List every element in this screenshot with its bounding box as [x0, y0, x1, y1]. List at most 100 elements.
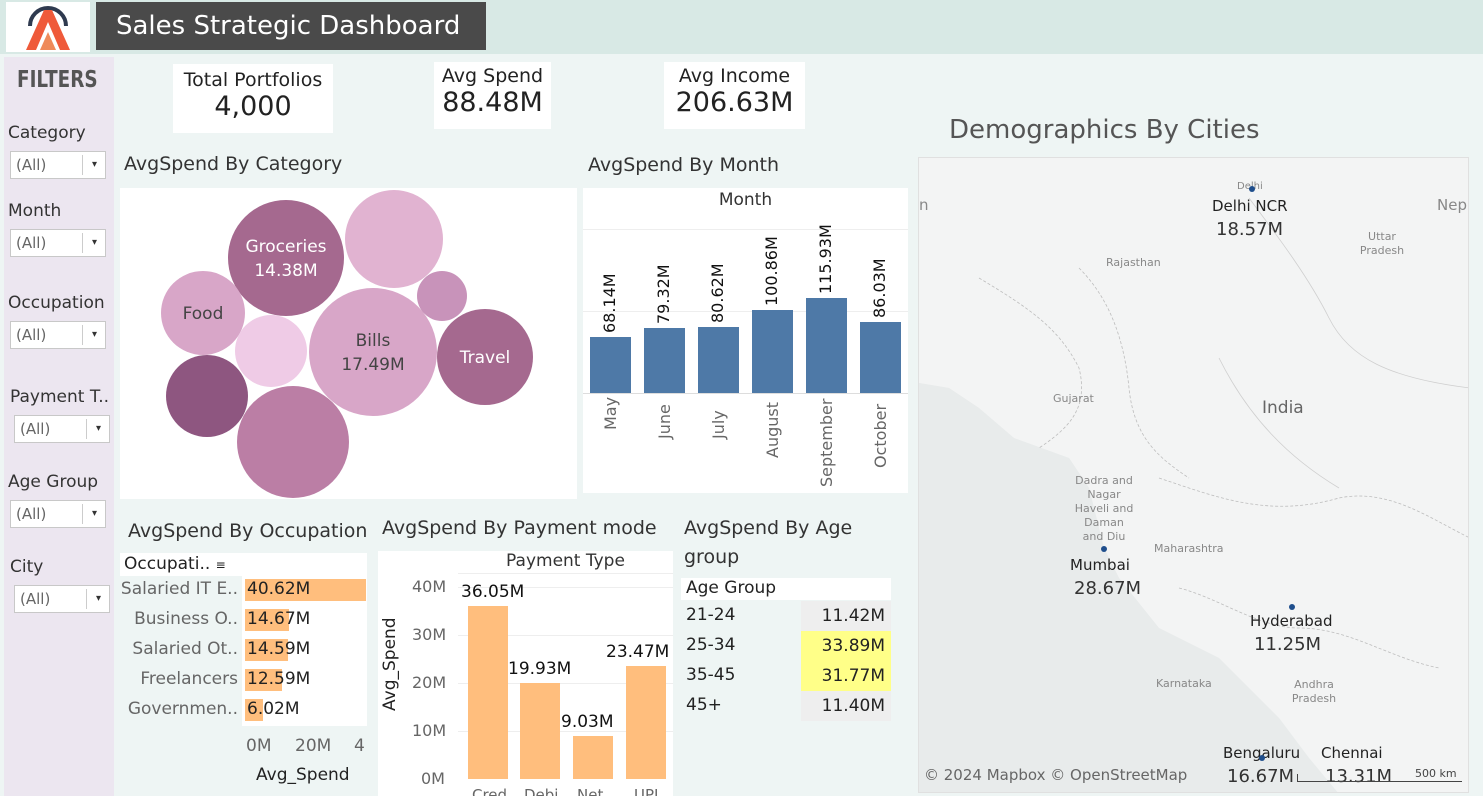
bubble-category-6[interactable] — [166, 355, 248, 437]
month-bar-september[interactable] — [806, 297, 847, 393]
occupation-x-tick: 4 — [354, 736, 365, 756]
occupation-label: Freelancers — [140, 669, 238, 689]
bubble-category-4[interactable] — [345, 190, 443, 288]
map-region-label: Maharashtra — [1154, 542, 1224, 555]
category-chart-title: AvgSpend By Category — [124, 153, 343, 175]
occupation-label: Salaried Ot.. — [132, 639, 238, 659]
age-row[interactable]: 35-45 31.77M — [681, 661, 891, 691]
bubble-category-5[interactable] — [237, 386, 349, 498]
city-marker[interactable] — [1259, 755, 1265, 761]
occupation-bar[interactable] — [245, 699, 263, 721]
map-region-label: Rajasthan — [1106, 256, 1161, 269]
kpi-value: 206.63M — [675, 87, 794, 118]
month-bar-label: 68.14M — [600, 273, 619, 334]
filter-city-select[interactable]: (All) ▾ — [14, 585, 110, 613]
age-group-value: 33.89M — [801, 631, 891, 661]
map-region-label: Nep — [1437, 196, 1467, 214]
occupation-value: 12.59M — [247, 669, 311, 689]
occupation-label: Salaried IT E.. — [120, 579, 238, 599]
filter-payment-type-select[interactable]: (All) ▾ — [14, 415, 110, 443]
age-table-header-row: Age Group — [681, 578, 891, 600]
kpi-value: 4,000 — [214, 91, 292, 122]
map-attribution: © 2024 Mapbox © OpenStreetMap — [924, 766, 1188, 784]
age-group-value: 31.77M — [801, 661, 891, 691]
map-region-label: Andhra Pradesh — [1291, 678, 1337, 705]
filter-occupation-value: (All) — [16, 326, 47, 344]
month-bar-may[interactable] — [590, 337, 631, 393]
payment-x-tick: UPI — [634, 786, 659, 796]
filter-occupation-select[interactable]: (All) ▾ — [10, 321, 106, 349]
sort-icon[interactable]: ≡ — [215, 558, 226, 572]
filter-month-select[interactable]: (All) ▾ — [10, 229, 106, 257]
payment-x-tick: Net.. — [577, 786, 613, 796]
filter-age-group-select[interactable]: (All) ▾ — [10, 500, 106, 528]
chevron-down-icon: ▾ — [91, 329, 97, 340]
month-bar-label: 79.32M — [654, 264, 673, 324]
month-bar-july[interactable] — [698, 326, 739, 393]
logo-icon — [26, 6, 70, 50]
occupation-bar[interactable] — [245, 579, 366, 601]
payment-x-tick: Debi.. — [524, 786, 569, 796]
occupation-bar[interactable] — [245, 639, 289, 661]
city-marker[interactable] — [1101, 546, 1107, 552]
bubble-name: Travel — [459, 348, 511, 368]
bubble-value: 14.38M — [254, 261, 317, 281]
month-bar-october[interactable] — [860, 322, 901, 393]
logo — [6, 2, 90, 52]
payment-bar-label: 9.03M — [561, 711, 614, 732]
occupation-chart-title: AvgSpend By Occupation — [128, 520, 368, 542]
payment-bar-1[interactable] — [520, 683, 560, 779]
occupation-value: 14.59M — [247, 639, 311, 659]
payment-gridline — [458, 635, 673, 636]
city-marker[interactable] — [1249, 186, 1255, 192]
month-bar-chart: Month 68.14M May 79.32M June 80.62M July 100.8… — [583, 188, 908, 493]
bubble-bills[interactable] — [309, 288, 437, 416]
occupation-bar[interactable] — [245, 609, 289, 631]
map-background — [919, 158, 1468, 792]
city-name: Mumbai — [1070, 556, 1130, 574]
city-value: 28.67M — [1074, 578, 1142, 599]
month-bar-label: 86.03M — [870, 258, 889, 319]
age-table-header: Age Group — [686, 578, 777, 598]
month-bar-june[interactable] — [644, 327, 685, 393]
filter-payment-type-value: (All) — [20, 420, 51, 438]
payment-bar-0[interactable] — [468, 605, 508, 779]
bubble-name: Bills — [356, 331, 391, 351]
map-region-label: n — [919, 196, 929, 214]
city-name: Hyderabad — [1250, 612, 1333, 630]
filter-month-value: (All) — [16, 234, 47, 252]
age-row[interactable]: 25-34 33.89M — [681, 631, 891, 661]
payment-bar-2[interactable] — [573, 735, 613, 779]
payment-bar-3[interactable] — [626, 666, 666, 779]
payment-y-tick: 10M — [412, 721, 447, 740]
age-row[interactable]: 21-24 11.42M — [681, 601, 891, 631]
payment-gridline — [458, 683, 673, 684]
occupation-x-tick: 0M — [246, 736, 272, 756]
filters-panel: FILTERS Category (All) ▾ Month (All) ▾ O… — [4, 57, 114, 796]
payment-chart-title: AvgSpend By Payment mode — [382, 517, 657, 539]
month-bar-label: 100.86M — [762, 236, 781, 307]
demographics-map[interactable]: Rajasthan Uttar Pradesh Gujarat India Dadra … — [918, 157, 1469, 793]
bubble-category-8[interactable] — [417, 271, 467, 321]
city-name: Chennai — [1321, 744, 1383, 762]
month-tick-label: September — [817, 398, 836, 487]
bubble-name: Groceries — [245, 237, 326, 257]
payment-y-tick: 20M — [412, 673, 447, 692]
age-row[interactable]: 45+ 11.40M — [681, 691, 891, 721]
city-marker[interactable] — [1289, 604, 1295, 610]
bubble-svg: Bills 17.49M Groceries 14.38M Travel Food — [161, 190, 533, 498]
bubble-food[interactable] — [161, 271, 245, 355]
bubble-travel[interactable] — [437, 309, 533, 405]
bubble-groceries[interactable] — [228, 200, 344, 316]
month-tick-label: August — [763, 402, 782, 458]
map-region-label: Dadra and Nagar Haveli and Daman and Diu — [1074, 474, 1134, 543]
payment-bar-label: 23.47M — [606, 642, 670, 663]
bubble-category-7[interactable] — [235, 315, 307, 387]
payment-gridline — [458, 731, 673, 732]
filter-category-select[interactable]: (All) ▾ — [10, 151, 106, 179]
filter-label-city: City — [10, 557, 44, 577]
occupation-bar[interactable] — [245, 669, 283, 691]
month-bar-august[interactable] — [752, 310, 793, 393]
filter-label-occupation: Occupation — [8, 293, 105, 313]
occupation-value: 6.02M — [247, 699, 300, 719]
